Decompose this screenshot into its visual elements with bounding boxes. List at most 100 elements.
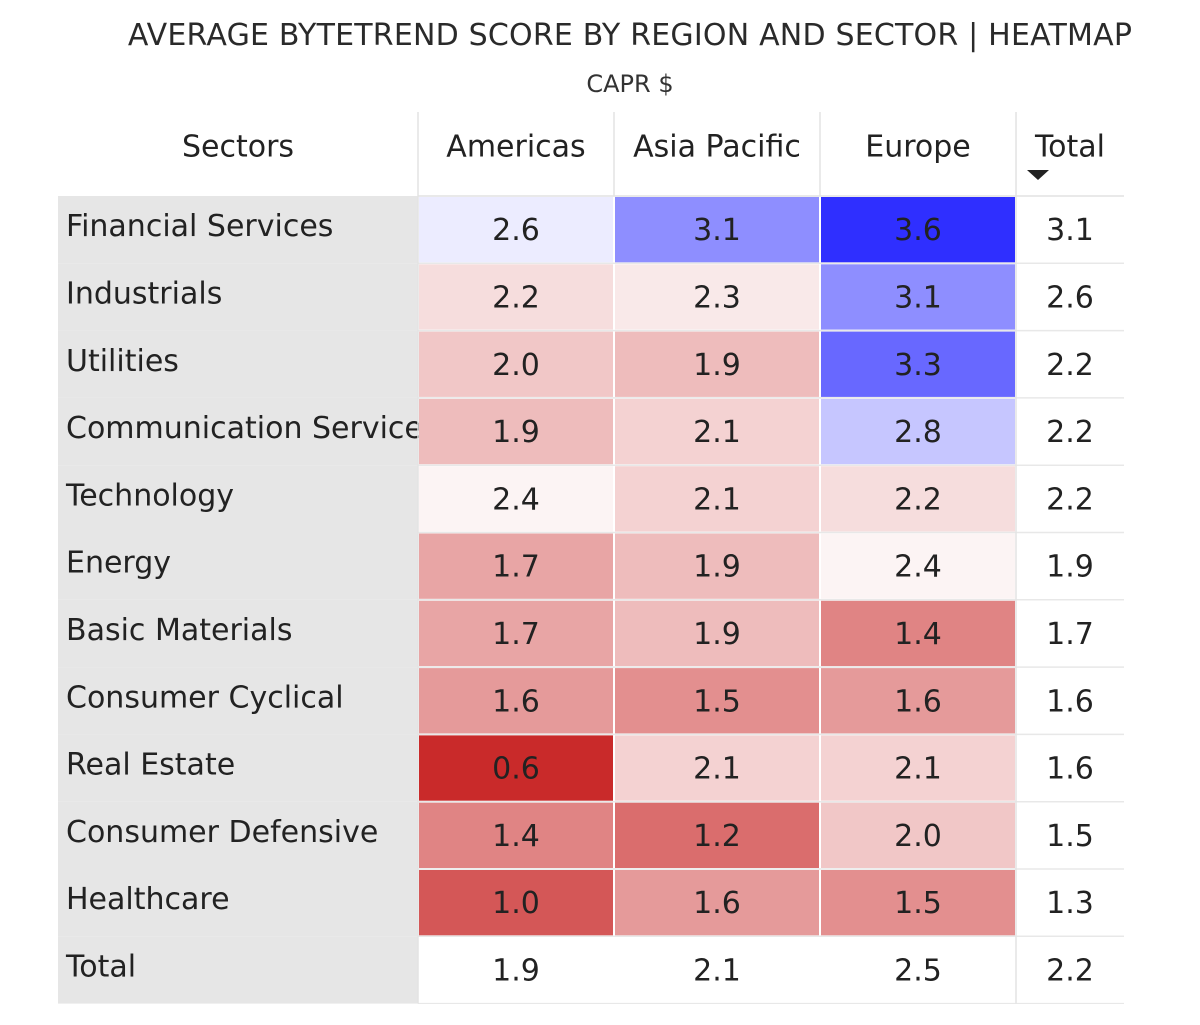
cell-value: 2.1 (894, 752, 942, 787)
cell-value: 2.1 (693, 482, 741, 517)
total-value: 1.9 (1046, 550, 1094, 585)
heatmap-cell (821, 264, 1015, 330)
row-label-financial-services: Financial Services (66, 209, 333, 244)
heatmap-cell (419, 735, 613, 801)
cell-value: 1.9 (492, 415, 540, 450)
total-value: 3.1 (1046, 213, 1094, 248)
cell-value: 1.9 (693, 550, 741, 585)
row-label-utilities: Utilities (66, 344, 179, 379)
heatmap-cell (419, 870, 613, 936)
total-value: 2.2 (1046, 415, 1094, 450)
total-cell (1017, 668, 1123, 734)
row-label-consumer-cyclical: Consumer Cyclical (66, 680, 344, 715)
heatmap-cell (615, 197, 819, 263)
cell-value: 1.7 (492, 550, 540, 585)
heatmap-cell (615, 870, 819, 936)
column-header-americas: Americas (446, 130, 585, 165)
cell-value: 2.1 (693, 953, 741, 988)
total-value: 1.5 (1046, 819, 1094, 854)
cell-value: 3.6 (894, 213, 942, 248)
total-cell (1017, 533, 1123, 599)
cell-value: 1.5 (894, 886, 942, 921)
total-cell (1017, 331, 1123, 397)
cell-value: 1.0 (492, 886, 540, 921)
cell-value: 1.2 (693, 819, 741, 854)
heatmap-cell (615, 735, 819, 801)
sort-descending-icon[interactable] (1027, 170, 1049, 180)
cell-value: 2.3 (693, 280, 741, 315)
heatmap-cell (821, 466, 1015, 532)
heatmap-cell (615, 466, 819, 532)
heatmap-cell (821, 668, 1015, 734)
total-cell (1017, 197, 1123, 263)
heatmap-cell (615, 533, 819, 599)
heatmap-cell (419, 197, 613, 263)
heatmap-cell (419, 668, 613, 734)
cell-value: 1.7 (492, 617, 540, 652)
heatmap-cell (821, 937, 1015, 1003)
heatmap-cell (821, 331, 1015, 397)
row-header-cell-energy (58, 532, 418, 600)
total-cell (1017, 600, 1123, 667)
cell-value: 0.6 (492, 752, 540, 787)
heatmap-cell (419, 937, 613, 1003)
column-header-total: Total (1034, 130, 1105, 165)
total-cell (1017, 264, 1123, 330)
row-header-cell-basic-materials (58, 599, 418, 668)
heatmap-cell (419, 398, 613, 465)
cell-value: 1.6 (492, 684, 540, 719)
cell-value: 2.2 (894, 482, 942, 517)
row-header-cell-technology (58, 465, 418, 533)
cell-value: 1.9 (693, 348, 741, 383)
heatmap-cell (615, 331, 819, 397)
row-header-cell-industrials (58, 263, 418, 331)
row-header-cell-total (58, 936, 418, 1004)
heatmap-svg: Sectors Americas Asia Pacific Europe Total Fi… (58, 112, 1124, 1005)
column-header-asia-pacific: Asia Pacific (633, 130, 801, 165)
heatmap-cell (615, 937, 819, 1003)
row-header-cell-healthcare (58, 869, 418, 937)
cell-value: 2.6 (492, 213, 540, 248)
column-header-europe: Europe (865, 130, 971, 165)
cell-value: 2.5 (894, 953, 942, 988)
cell-value: 2.1 (693, 752, 741, 787)
total-value: 2.2 (1046, 953, 1094, 988)
row-label-consumer-defensive: Consumer Defensive (66, 815, 378, 850)
row-header-cell-communication-services (58, 397, 418, 466)
chart-title: AVERAGE BYTETREND SCORE BY REGION AND SE… (127, 18, 1133, 53)
row-label-technology: Technology (65, 478, 234, 513)
total-cell (1017, 870, 1123, 936)
total-value: 1.3 (1046, 886, 1094, 921)
heatmap-cell (821, 870, 1015, 936)
cell-value: 1.4 (894, 617, 942, 652)
row-label-energy: Energy (66, 546, 171, 581)
heatmap-cell (615, 264, 819, 330)
cell-value: 1.6 (693, 886, 741, 921)
cell-value: 2.4 (894, 550, 942, 585)
heatmap-cell (821, 197, 1015, 263)
heatmap-cell (615, 668, 819, 734)
heatmap-cell (419, 331, 613, 397)
cell-value: 2.0 (492, 348, 540, 383)
heatmap-cell (615, 398, 819, 465)
heatmap-cell (419, 802, 613, 868)
column-header-sectors: Sectors (182, 130, 294, 165)
row-header-cell-utilities (58, 330, 418, 398)
heatmap-cell (821, 600, 1015, 667)
cell-value: 2.2 (492, 280, 540, 315)
row-label-basic-materials: Basic Materials (66, 613, 292, 648)
heatmap-cell (821, 735, 1015, 801)
cell-value: 1.5 (693, 684, 741, 719)
row-label-communication-services: Communication Services (66, 411, 439, 446)
cell-value: 3.3 (894, 348, 942, 383)
cell-value: 1.4 (492, 819, 540, 854)
heatmap-cell (419, 466, 613, 532)
cell-value: 1.6 (894, 684, 942, 719)
heatmap-cell (419, 533, 613, 599)
total-value: 2.6 (1046, 280, 1094, 315)
totals-row-label: Total (65, 949, 136, 984)
row-label-real-estate: Real Estate (66, 748, 235, 783)
row-label-industrials: Industrials (66, 276, 222, 311)
cell-value: 2.8 (894, 415, 942, 450)
total-value: 1.6 (1046, 684, 1094, 719)
